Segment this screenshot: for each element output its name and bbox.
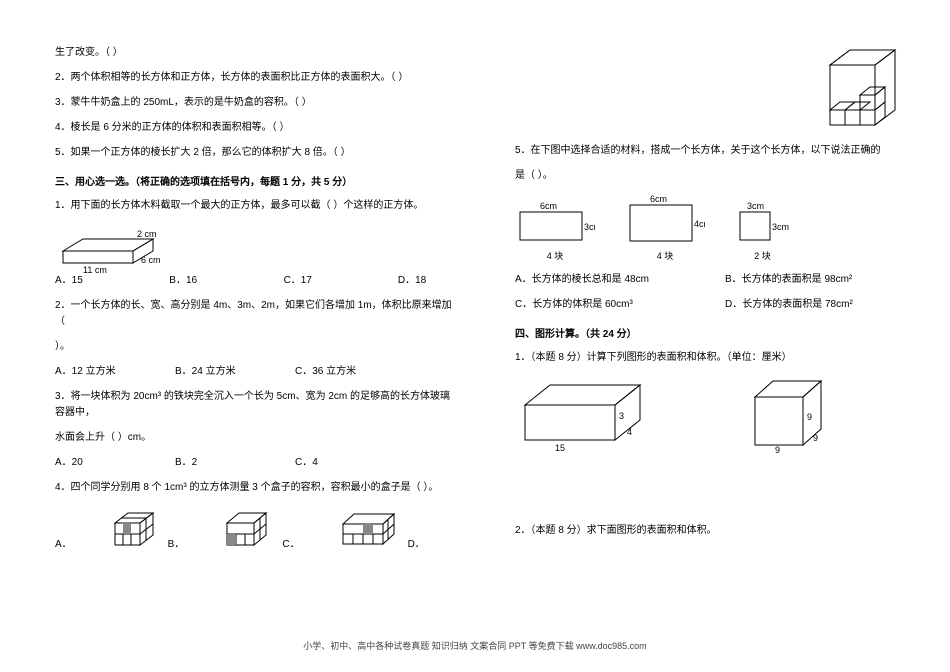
opt-b: B．2 bbox=[175, 455, 295, 471]
rect3-icon: 3cm 3cm bbox=[735, 200, 790, 245]
svg-text:4: 4 bbox=[627, 427, 632, 437]
opt-a-label: A． bbox=[55, 535, 72, 550]
opt-a: A．15 bbox=[55, 273, 169, 289]
q1-options: A．15 B．16 C．17 D．18 bbox=[55, 273, 455, 289]
opt-b-label: B． bbox=[168, 535, 185, 550]
opt-b: B．长方体的表面积是 98cm² bbox=[725, 272, 852, 288]
svg-text:6cm: 6cm bbox=[540, 201, 557, 211]
q2-text2: ）。 bbox=[55, 339, 455, 355]
box-a-icon bbox=[110, 505, 160, 550]
text-line: 3．蒙牛牛奶盒上的 250mL，表示的是牛奶盒的容积。（ ） bbox=[55, 95, 455, 111]
page-container: 生了改变。（ ） 2．两个体积相等的长方体和正方体，长方体的表面积比正方体的表面… bbox=[0, 0, 950, 560]
q5-text2: 是（ ）。 bbox=[515, 168, 910, 184]
cube-icon: 9 9 9 bbox=[745, 375, 845, 455]
q3-text: 3．将一块体积为 20cm³ 的铁块完全沉入一个长为 5cm、宽为 2cm 的足… bbox=[55, 389, 455, 421]
svg-text:3: 3 bbox=[619, 411, 624, 421]
dim-w: 2 cm bbox=[137, 229, 157, 239]
svg-text:3cm: 3cm bbox=[747, 201, 764, 211]
material-2: 6cm 4cm 4 块 bbox=[625, 193, 705, 262]
box-c-icon bbox=[338, 508, 400, 550]
opt-c: C．17 bbox=[284, 273, 398, 289]
p2-text: 2．（本题 8 分）求下面图形的表面积和体积。 bbox=[515, 523, 910, 539]
material-3: 3cm 3cm 2 块 bbox=[735, 200, 790, 262]
text-line: 生了改变。（ ） bbox=[55, 45, 455, 61]
svg-text:6cm: 6cm bbox=[650, 194, 667, 204]
q1-text: 1．用下面的长方体木料截取一个最大的正方体，最多可以截（ ）个这样的正方体。 bbox=[55, 198, 455, 214]
q4-text: 4．四个同学分别用 8 个 1cm³ 的立方体测量 3 个盒子的容积，容积最小的… bbox=[55, 480, 455, 496]
caption: 4 块 bbox=[515, 249, 595, 262]
svg-text:9: 9 bbox=[813, 433, 818, 443]
opt-a: A．12 立方米 bbox=[55, 364, 175, 380]
opt-c: C．36 立方米 bbox=[295, 364, 415, 380]
cuboid1-icon: 15 4 3 bbox=[515, 375, 655, 455]
q2-text: 2．一个长方体的长、宽、高分别是 4m、3m、2m，如果它们各增加 1m，体积比… bbox=[55, 298, 455, 330]
svg-text:3cm: 3cm bbox=[584, 222, 595, 232]
opt-b: B．16 bbox=[169, 273, 283, 289]
opt-a: A．长方体的棱长总和是 48cm bbox=[515, 272, 725, 288]
q5-top-figure bbox=[515, 45, 910, 135]
cuboid-stack-icon bbox=[820, 45, 910, 135]
right-column: 5．在下图中选择合适的材料，搭成一个长方体，关于这个长方体，以下说法正确的 是（… bbox=[515, 45, 910, 560]
q3-text2: 水面会上升（ ）cm。 bbox=[55, 430, 455, 446]
cuboid-figure: 2 cm 6 cm 11 cm bbox=[55, 223, 165, 273]
q2-options: A．12 立方米 B．24 立方米 C．36 立方米 bbox=[55, 364, 455, 380]
q5-options-row1: A．长方体的棱长总和是 48cm B．长方体的表面积是 98cm² bbox=[515, 272, 910, 288]
opt-d-label: D． bbox=[408, 535, 425, 550]
text-line: 4．棱长是 6 分米的正方体的体积和表面积相等。（ ） bbox=[55, 120, 455, 136]
shapes-row: 15 4 3 9 9 9 bbox=[515, 375, 910, 455]
section-heading-4: 四、图形计算。（共 24 分） bbox=[515, 325, 910, 340]
svg-text:4cm: 4cm bbox=[694, 219, 705, 229]
dim-l: 11 cm bbox=[83, 265, 107, 273]
caption: 2 块 bbox=[735, 249, 790, 262]
q5-options-row2: C．长方体的体积是 60cm³ D．长方体的表面积是 78cm² bbox=[515, 297, 910, 313]
q5-text: 5．在下图中选择合适的材料，搭成一个长方体，关于这个长方体，以下说法正确的 bbox=[515, 143, 910, 159]
material-1: 6cm 3cm 4 块 bbox=[515, 200, 595, 262]
svg-text:3cm: 3cm bbox=[772, 222, 789, 232]
text-line: 5．如果一个正方体的棱长扩大 2 倍，那么它的体积扩大 8 倍。（ ） bbox=[55, 145, 455, 161]
dim-d: 6 cm bbox=[141, 255, 161, 265]
materials-row: 6cm 3cm 4 块 6cm 4cm 4 块 3cm 3cm bbox=[515, 193, 910, 262]
opt-d: D．长方体的表面积是 78cm² bbox=[725, 297, 853, 313]
caption: 4 块 bbox=[625, 249, 705, 262]
left-column: 生了改变。（ ） 2．两个体积相等的长方体和正方体，长方体的表面积比正方体的表面… bbox=[55, 45, 455, 560]
opt-d: D．18 bbox=[398, 273, 455, 289]
svg-text:15: 15 bbox=[555, 443, 565, 453]
p1-text: 1．（本题 8 分）计算下列图形的表面积和体积。（单位：厘米） bbox=[515, 350, 910, 366]
box-b-icon bbox=[222, 505, 274, 550]
opt-c: C．长方体的体积是 60cm³ bbox=[515, 297, 725, 313]
opt-c: C．4 bbox=[295, 455, 415, 471]
text-line: 2．两个体积相等的长方体和正方体，长方体的表面积比正方体的表面积大。（ ） bbox=[55, 70, 455, 86]
page-footer: 小学、初中、高中各种试卷真题 知识归纳 文案合同 PPT 等免费下载 www.d… bbox=[0, 639, 950, 652]
opt-b: B．24 立方米 bbox=[175, 364, 295, 380]
rect1-icon: 6cm 3cm bbox=[515, 200, 595, 245]
q3-options: A．20 B．2 C．4 bbox=[55, 455, 455, 471]
svg-text:9: 9 bbox=[775, 445, 780, 455]
opt-a: A．20 bbox=[55, 455, 175, 471]
opt-c-label: C． bbox=[282, 535, 299, 550]
q4-figures: A． B． bbox=[55, 505, 455, 550]
svg-text:9: 9 bbox=[807, 412, 812, 422]
rect2-icon: 6cm 4cm bbox=[625, 193, 705, 245]
section-heading-3: 三、用心选一选。（将正确的选项填在括号内，每题 1 分，共 5 分） bbox=[55, 173, 455, 188]
